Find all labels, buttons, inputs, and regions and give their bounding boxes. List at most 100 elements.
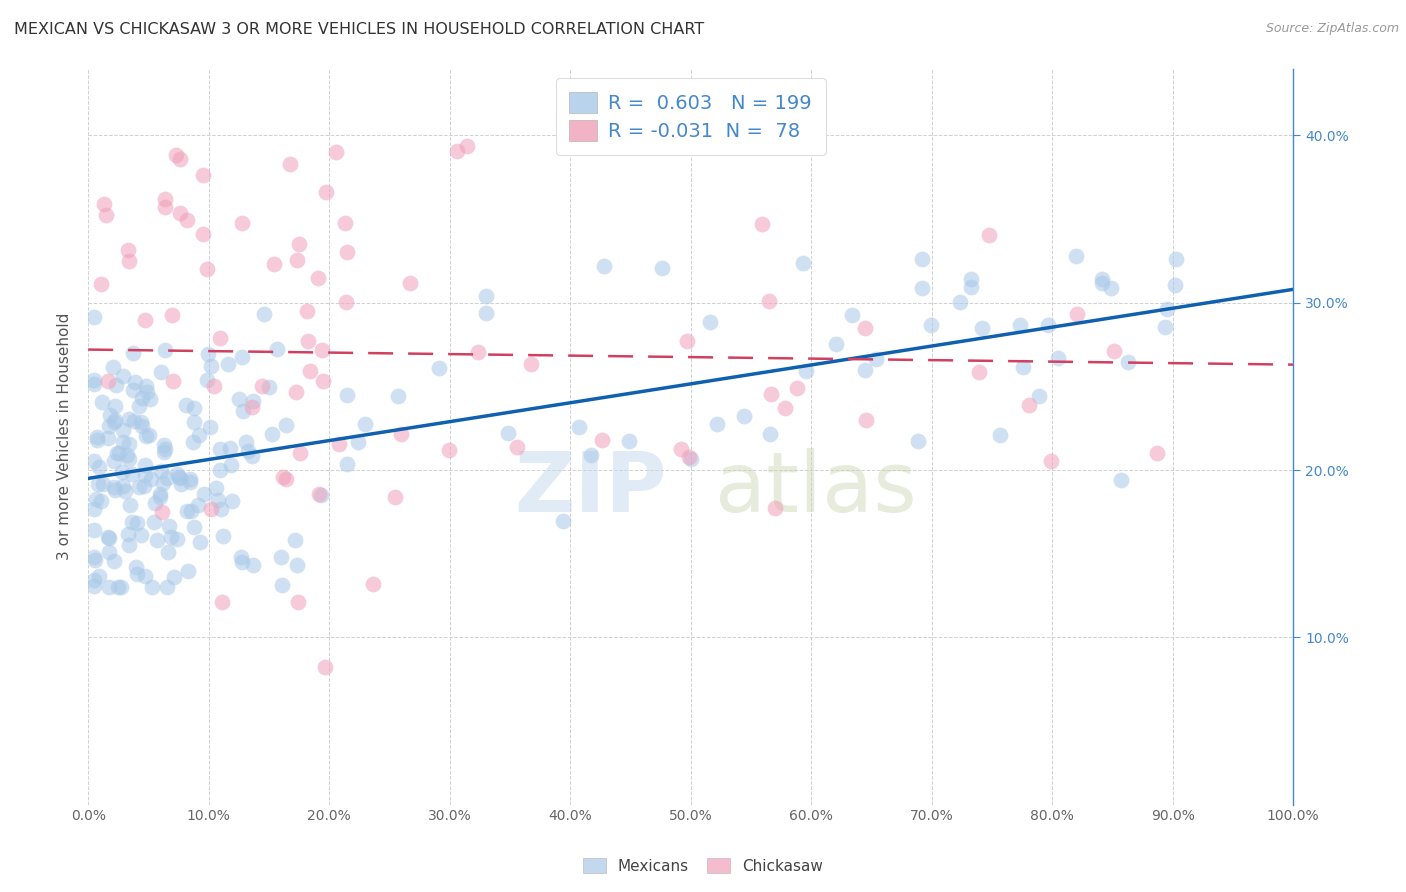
Point — [120, 499, 142, 513]
Point — [988, 428, 1011, 442]
Point — [143, 496, 166, 510]
Point — [110, 580, 132, 594]
Point — [83, 310, 105, 324]
Point — [297, 334, 319, 349]
Point — [90, 277, 112, 291]
Point — [231, 216, 253, 230]
Point — [519, 357, 541, 371]
Point — [314, 660, 336, 674]
Point — [1164, 252, 1187, 266]
Point — [83, 553, 105, 567]
Point — [911, 252, 934, 267]
Point — [960, 279, 983, 293]
Point — [176, 504, 198, 518]
Point — [679, 452, 702, 467]
Point — [122, 346, 145, 360]
Point — [94, 208, 117, 222]
Point — [297, 304, 319, 318]
Point — [855, 363, 877, 377]
Text: atlas: atlas — [714, 448, 917, 529]
Point — [252, 307, 274, 321]
Point — [285, 385, 308, 400]
Point — [118, 254, 141, 268]
Point — [1091, 276, 1114, 290]
Point — [111, 479, 134, 493]
Point — [467, 345, 489, 359]
Point — [733, 409, 755, 423]
Point — [169, 152, 191, 166]
Point — [446, 144, 468, 158]
Point — [972, 320, 994, 334]
Point — [134, 458, 156, 473]
Point — [506, 440, 529, 454]
Point — [117, 244, 139, 258]
Point — [336, 388, 359, 402]
Point — [103, 480, 125, 494]
Point — [399, 277, 422, 291]
Point — [118, 412, 141, 426]
Point — [347, 435, 370, 450]
Point — [1012, 360, 1035, 375]
Point — [150, 365, 173, 379]
Point — [270, 549, 292, 564]
Point — [87, 569, 110, 583]
Point — [1018, 398, 1040, 412]
Point — [183, 434, 205, 449]
Text: MEXICAN VS CHICKASAW 3 OR MORE VEHICLES IN HOUSEHOLD CORRELATION CHART: MEXICAN VS CHICKASAW 3 OR MORE VEHICLES … — [14, 22, 704, 37]
Point — [591, 433, 613, 447]
Point — [328, 436, 350, 450]
Point — [97, 374, 120, 388]
Point — [104, 483, 127, 498]
Point — [86, 430, 108, 444]
Point — [354, 417, 377, 432]
Point — [759, 387, 782, 401]
Point — [676, 334, 699, 349]
Point — [128, 480, 150, 494]
Point — [1036, 318, 1059, 333]
Point — [288, 446, 311, 460]
Point — [124, 414, 146, 428]
Point — [865, 352, 887, 367]
Point — [98, 419, 121, 434]
Point — [853, 321, 876, 335]
Point — [384, 490, 406, 504]
Point — [1028, 389, 1050, 403]
Point — [232, 403, 254, 417]
Point — [174, 398, 197, 412]
Point — [1047, 351, 1070, 366]
Legend: R =  0.603   N = 199, R = -0.031  N =  78: R = 0.603 N = 199, R = -0.031 N = 78 — [555, 78, 825, 154]
Point — [977, 228, 1000, 243]
Point — [153, 445, 176, 459]
Point — [678, 450, 700, 465]
Point — [1116, 355, 1139, 369]
Point — [134, 569, 156, 583]
Point — [581, 448, 603, 462]
Point — [105, 446, 128, 460]
Point — [90, 493, 112, 508]
Point — [475, 305, 498, 319]
Point — [278, 157, 301, 171]
Point — [1064, 249, 1087, 263]
Point — [128, 399, 150, 413]
Point — [200, 359, 222, 373]
Point — [437, 442, 460, 457]
Point — [166, 533, 188, 547]
Point — [949, 294, 972, 309]
Point — [83, 523, 105, 537]
Point — [114, 483, 136, 498]
Point — [101, 360, 124, 375]
Point — [308, 486, 330, 500]
Point — [187, 498, 209, 512]
Point — [758, 293, 780, 308]
Point — [117, 527, 139, 541]
Point — [287, 595, 309, 609]
Point — [257, 380, 280, 394]
Point — [592, 259, 614, 273]
Point — [325, 145, 347, 159]
Point — [97, 530, 120, 544]
Point — [129, 415, 152, 429]
Point — [1156, 301, 1178, 316]
Point — [83, 579, 105, 593]
Text: Source: ZipAtlas.com: Source: ZipAtlas.com — [1265, 22, 1399, 36]
Point — [263, 257, 285, 271]
